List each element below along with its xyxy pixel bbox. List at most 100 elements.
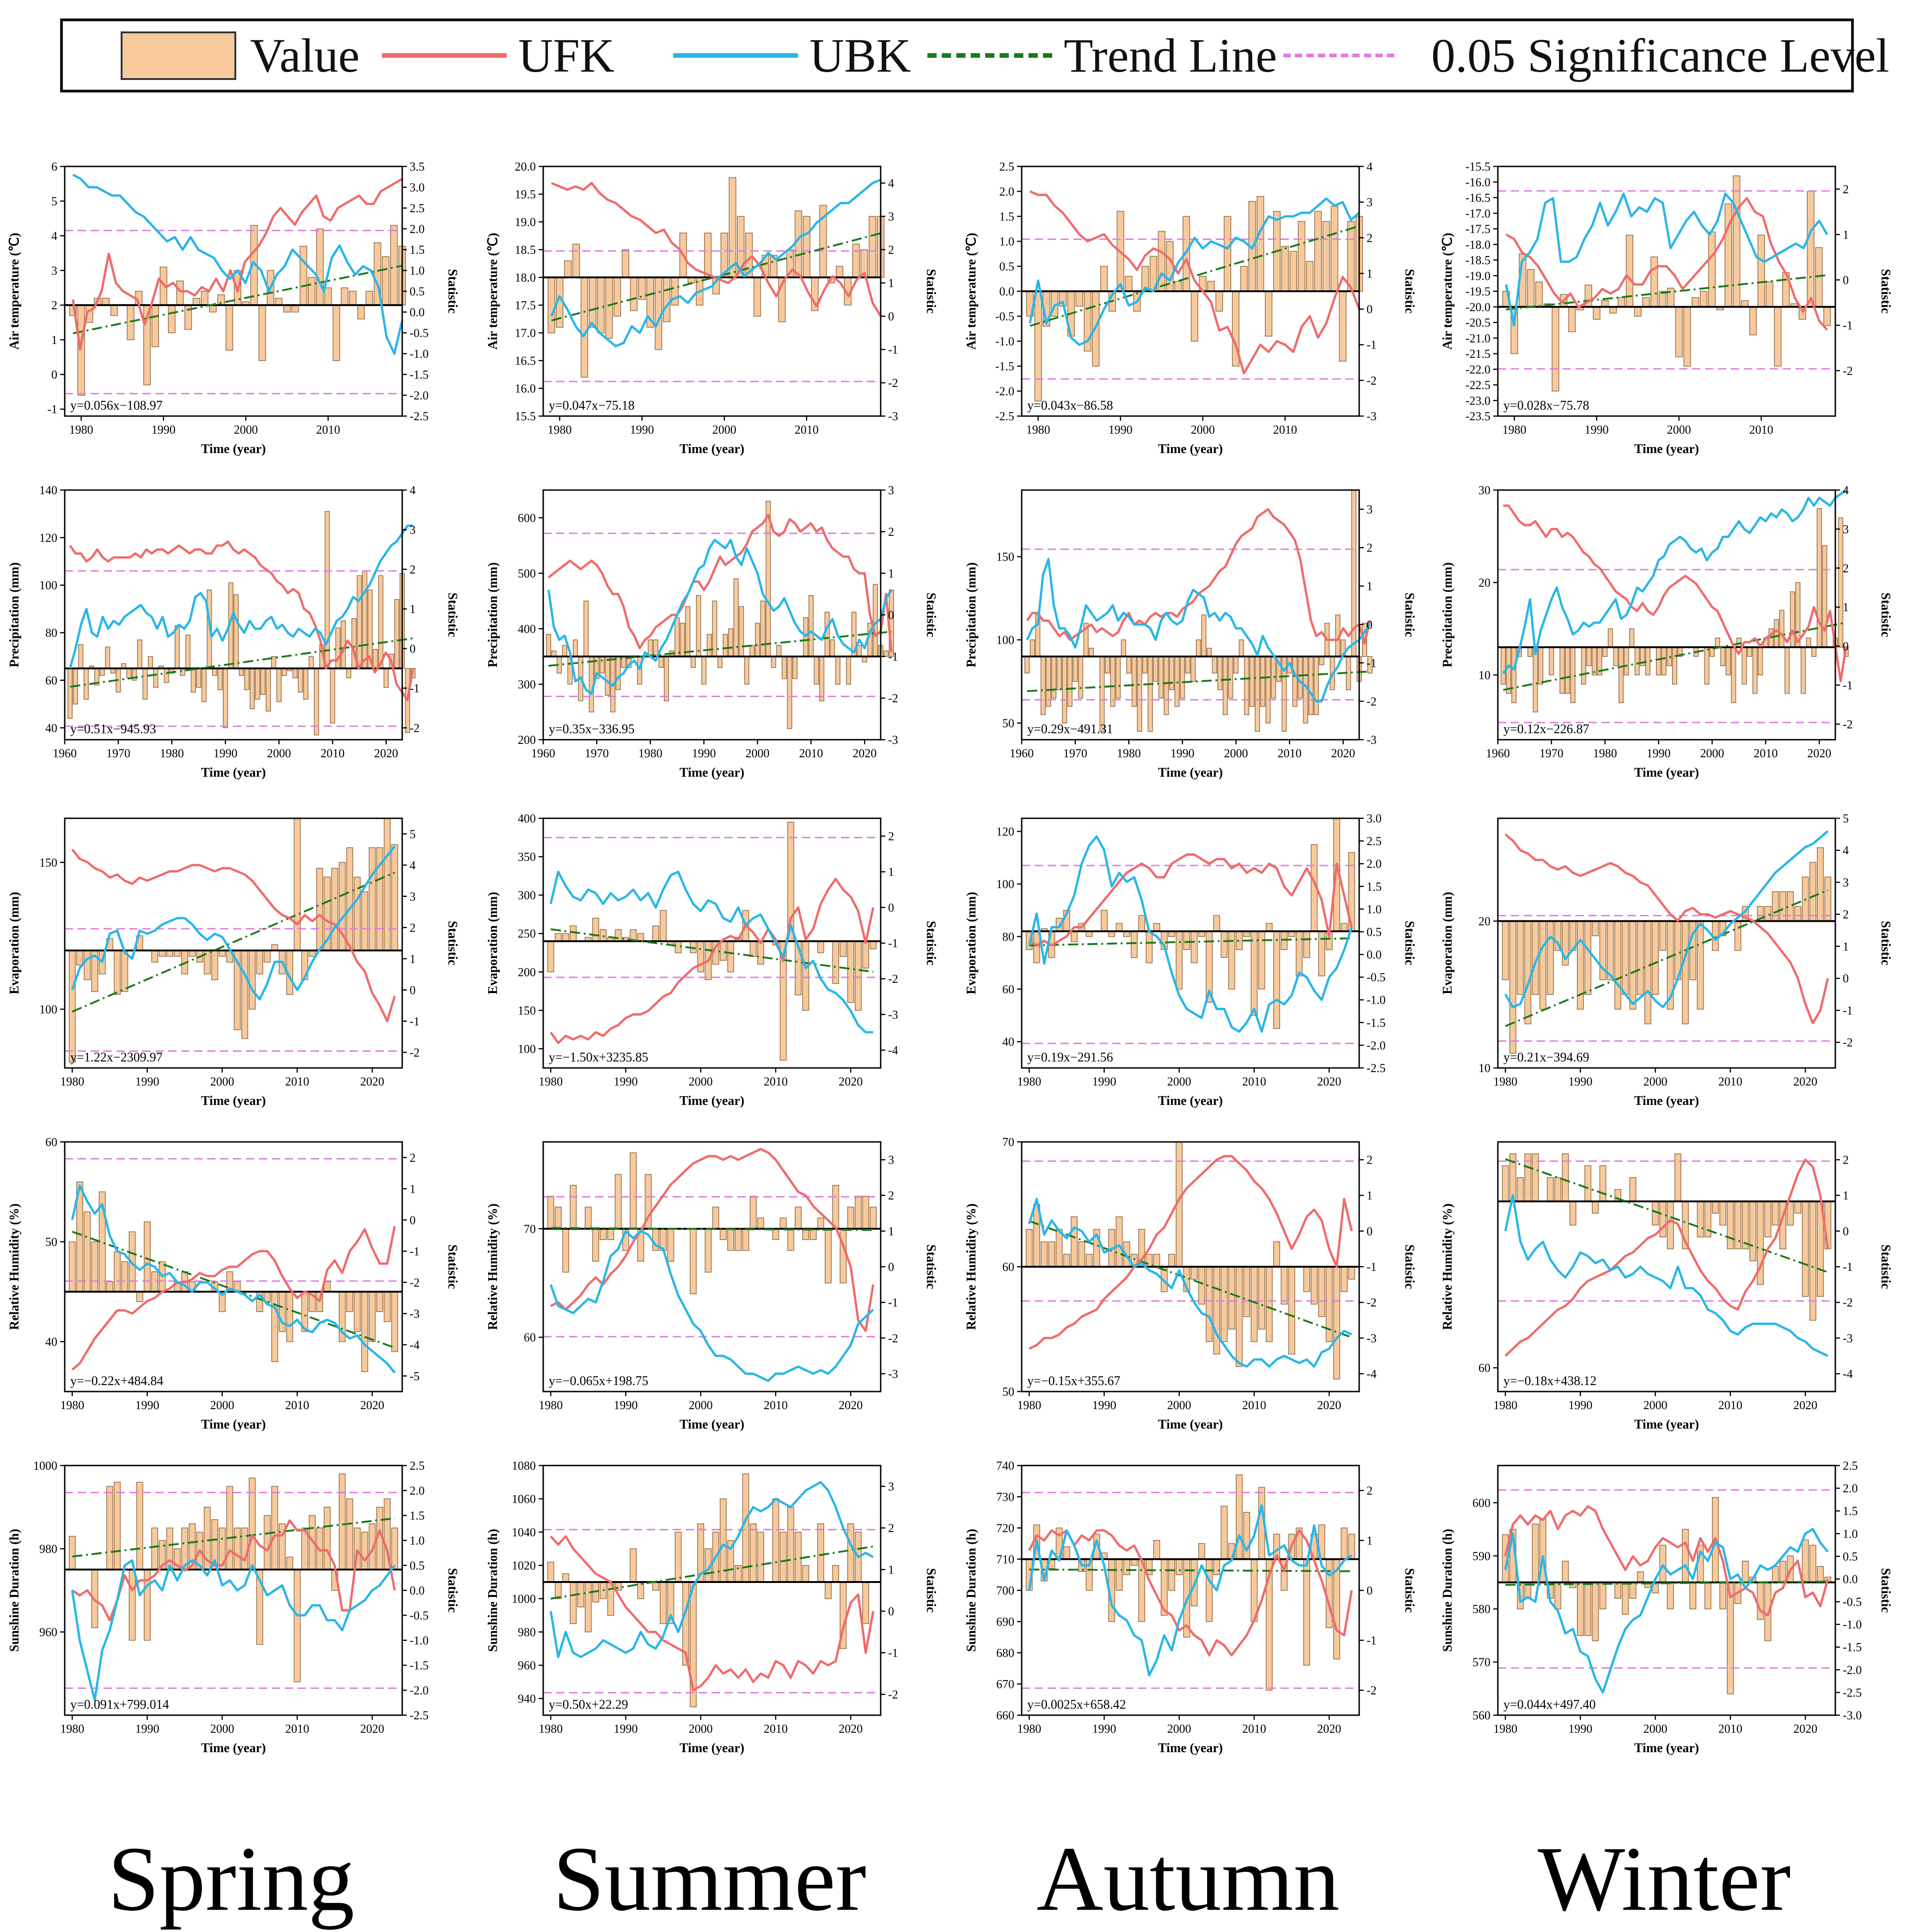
bar (754, 623, 760, 657)
bar (1766, 282, 1773, 307)
x-tick-label: 2000 (1700, 747, 1724, 760)
y2-tick-label: 1 (1367, 267, 1373, 280)
y2-tick-label: 1.5 (1367, 880, 1382, 893)
bar (1637, 920, 1644, 995)
bar (779, 1532, 787, 1582)
y-tick-label: 17.0 (515, 326, 536, 340)
bar (1185, 656, 1190, 674)
plot-frame (1021, 489, 1360, 741)
y2-tick-label: -2 (1367, 1296, 1377, 1309)
y2-tick-label: 4 (1843, 484, 1849, 497)
bar (735, 1228, 742, 1251)
bar (723, 634, 728, 657)
x-tick-label: 1990 (1092, 1075, 1116, 1088)
trend-line (72, 1517, 395, 1558)
legend-ufk: UFK (382, 21, 614, 90)
y2-tick-label: 2 (410, 1151, 416, 1165)
bar (1715, 638, 1720, 648)
bar (1239, 639, 1244, 657)
bar (1592, 1582, 1599, 1641)
trend-equation: y=0.19x−291.56 (1027, 1050, 1113, 1065)
bar (68, 1241, 76, 1292)
bar (1125, 276, 1133, 292)
bar (742, 1228, 749, 1251)
bar (121, 1261, 129, 1292)
bar (264, 950, 271, 963)
bar (1341, 1527, 1348, 1560)
bar (660, 1582, 667, 1624)
bar (1602, 647, 1608, 657)
bar (1667, 1582, 1674, 1609)
legend-trend: Trend Line (927, 21, 1277, 90)
bar (1075, 291, 1083, 307)
ubk-line (1028, 1197, 1352, 1368)
y2-tick-label: -2 (410, 1276, 420, 1289)
y2-tick-label: 0.5 (1367, 925, 1382, 938)
y-axis-label: Sunshine Duration (h) (964, 1529, 979, 1652)
bar (1273, 1241, 1280, 1267)
x-tick-label: 2010 (795, 423, 819, 436)
bar (1244, 656, 1250, 715)
bar (776, 645, 782, 657)
ubk-line (1028, 1504, 1353, 1677)
y-tick-label: 500 (518, 567, 536, 580)
bar (1311, 1266, 1318, 1305)
x-tick-label: 1980 (1017, 1075, 1041, 1088)
bar (570, 925, 577, 942)
chart-temp-winter: -23.5 -23.0 -22.5 -22.0 -21.5 -21.0 -20.5 -20.0… (1433, 139, 1900, 458)
y2-tick-label: -0.5 (410, 326, 429, 340)
y2-tick-label: 2 (410, 921, 416, 934)
bar (1273, 931, 1280, 1029)
y2-axis-label: Statistic (924, 921, 938, 965)
bar (346, 847, 353, 951)
y-axis-label: Air temperature (℃) (486, 233, 500, 350)
chart-rh-autumn: 50 60 70 -4 -3 -2 -1 0 1 2 1980 1990 2000 2010 2020 Tim… (957, 1114, 1424, 1433)
y-tick-label: 670 (996, 1678, 1014, 1691)
bar (653, 639, 658, 657)
bar (690, 1228, 697, 1294)
y-tick-label: 710 (996, 1553, 1014, 1566)
bar (126, 668, 132, 679)
y2-tick-label: 0 (410, 983, 416, 997)
y2-tick-label: -1.5 (1367, 1016, 1386, 1030)
bar (1547, 920, 1554, 995)
bar (286, 1557, 294, 1570)
x-tick-label: 2010 (764, 1722, 788, 1736)
bar (830, 639, 835, 657)
bar (1034, 291, 1042, 402)
bar (1734, 1201, 1741, 1250)
bar (870, 1207, 877, 1229)
y2-tick-label: -4 (888, 1043, 898, 1057)
x-tick-label: 1980 (539, 1398, 563, 1412)
y-tick-label: -20.5 (1466, 316, 1490, 330)
bar (1747, 647, 1753, 657)
x-tick-label: 1990 (1092, 1722, 1116, 1736)
bar (209, 305, 217, 313)
bar (739, 606, 744, 657)
y2-tick-label: 2.5 (410, 202, 425, 215)
y-tick-label: -1.5 (995, 360, 1014, 373)
bar (68, 1536, 76, 1570)
y-tick-label: 250 (518, 927, 536, 940)
y2-tick-label: 2 (1843, 183, 1849, 196)
x-tick-label: 1990 (135, 1075, 159, 1088)
bar (1772, 891, 1779, 922)
bar (106, 1281, 113, 1292)
chart-svg: 50 100 150 -3 -2 -1 0 1 2 3 1960 1970 1980 1990 2000 20… (964, 489, 1416, 780)
x-axis-label: Time (year) (1158, 442, 1223, 456)
bar (555, 1207, 562, 1229)
bar (1622, 920, 1629, 995)
bar (580, 277, 589, 378)
y2-tick-label: 5 (1843, 812, 1849, 825)
bar (583, 601, 589, 657)
y2-tick-label: -2 (888, 1331, 898, 1345)
bar (564, 260, 572, 278)
bar (787, 1507, 794, 1582)
y-tick-label: 17.5 (515, 299, 536, 312)
bar (341, 287, 349, 306)
x-tick-label: 1980 (1117, 747, 1141, 760)
x-tick-label: 1990 (214, 747, 238, 760)
y2-tick-label: -1 (1367, 338, 1377, 352)
bar (749, 1196, 757, 1229)
ubk-line (1502, 489, 1847, 674)
